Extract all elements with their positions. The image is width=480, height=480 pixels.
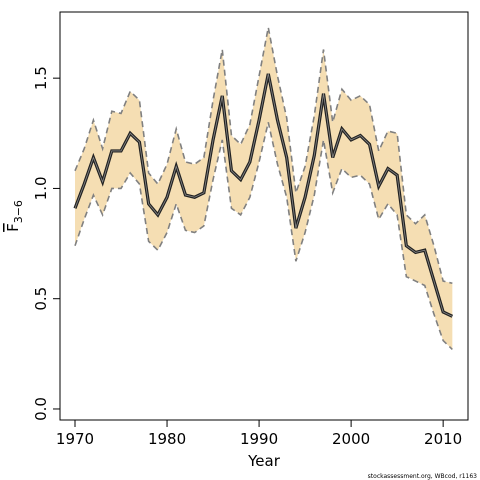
x-tick-label: 1980: [148, 430, 186, 448]
y-axis-title-main: F: [4, 223, 22, 232]
y-axis-title: F3−6: [4, 200, 25, 232]
y-tick-label: 1.0: [32, 177, 50, 201]
y-tick-label: 0.5: [32, 287, 50, 311]
x-axis-title: Year: [247, 452, 281, 470]
x-tick-label: 2000: [332, 430, 370, 448]
estimate-line-core: [74, 73, 453, 317]
confidence-band: [75, 27, 453, 350]
lower-bound: [74, 122, 453, 351]
y-tick-label: 0.0: [32, 397, 50, 421]
credit: stockassessment.org, WBcod, r1163: [368, 473, 478, 480]
y-axis-title-sub: 3−6: [12, 200, 25, 223]
y-axis-title-group: F3−6: [4, 200, 25, 232]
x-tick-label: 1970: [56, 430, 94, 448]
x-tick-label: 2010: [424, 430, 462, 448]
y-tick-label: 1.5: [32, 66, 50, 90]
plot-frame: [59, 11, 469, 421]
x-tick-label: 1990: [240, 430, 278, 448]
upper-bound: [74, 27, 453, 285]
